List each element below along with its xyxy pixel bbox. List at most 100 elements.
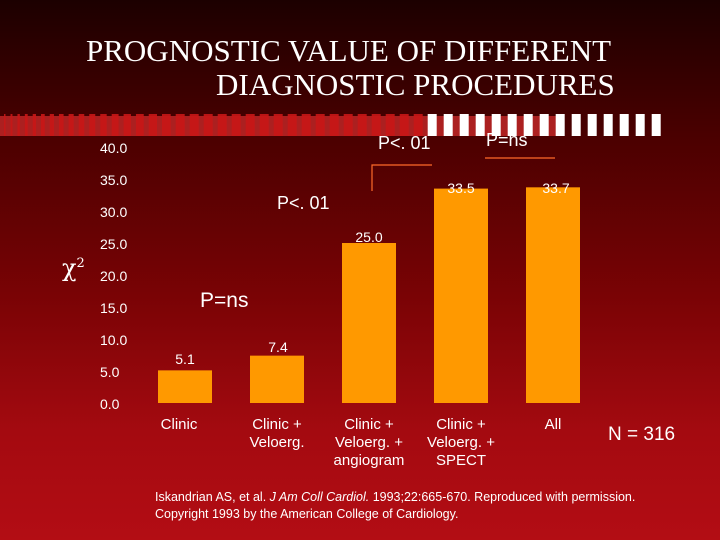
x-axis-labels: Clinic Clinic +Veloerg.Clinic +Veloerg. +… <box>161 416 562 469</box>
stripe-bar <box>385 114 395 136</box>
stripe-bar <box>17 114 20 136</box>
stripe-bar <box>491 114 501 136</box>
x-tick-label: angiogram <box>334 452 405 469</box>
y-axis-ticks: 0.0 5.0 10.0 15.0 20.0 25.0 30.0 35.0 40.0 <box>100 140 127 412</box>
stripe-bar <box>357 114 367 136</box>
stripe-bar <box>371 114 381 136</box>
stripe-bar <box>58 114 64 136</box>
stripe-bar <box>315 114 325 136</box>
stripe-bar <box>111 114 119 136</box>
bar <box>158 370 212 403</box>
citation-line-2: Copyright 1993 by the American College o… <box>155 507 459 521</box>
stripe-bar <box>651 114 661 136</box>
value-labels: 5.1 7.4 25.0 33.5 33.7 <box>175 180 570 367</box>
stripe-bar <box>273 114 283 136</box>
stripe-bar <box>41 114 45 136</box>
stripe-bar <box>231 114 241 136</box>
stripe-bar <box>217 114 227 136</box>
stripe-bar <box>475 114 485 136</box>
p-value-annotation: P<. 01 <box>378 133 431 153</box>
chi-symbol: χ <box>62 254 77 282</box>
citation-line-1: Iskandrian AS, et al. J Am Coll Cardiol.… <box>155 489 715 506</box>
bars <box>158 187 580 403</box>
stripe-bar <box>135 114 144 136</box>
stripe-bar <box>571 114 581 136</box>
stripe-bar <box>507 114 517 136</box>
stripe-bar <box>635 114 645 136</box>
stripe-bar <box>10 114 13 136</box>
title-line-2: DIAGNOSTIC PROCEDURES <box>216 67 615 102</box>
bracket-line <box>371 164 432 191</box>
bar <box>526 187 580 403</box>
stripe-bar <box>49 114 54 136</box>
stripe-bar <box>459 114 469 136</box>
y-tick-label: 30.0 <box>100 204 127 220</box>
x-tick-label: Clinic + <box>436 416 486 433</box>
x-tick-label: All <box>545 416 562 433</box>
value-label: 5.1 <box>175 351 195 367</box>
stripe-bar <box>245 114 255 136</box>
x-tick-label: Clinic + <box>344 416 394 433</box>
stripe-bar <box>162 114 171 136</box>
y-tick-label: 20.0 <box>100 268 127 284</box>
bar <box>342 243 396 403</box>
citation-prefix: Iskandrian AS, et al. <box>155 490 270 504</box>
title-line-1: PROGNOSTIC VALUE OF DIFFERENT <box>86 33 612 68</box>
stripe-bar <box>443 114 453 136</box>
y-tick-label: 15.0 <box>100 300 127 316</box>
stripe-bar <box>329 114 339 136</box>
stripe-bar <box>587 114 597 136</box>
p-value-annotation: P=ns <box>486 130 528 150</box>
citation-suffix: 1993;22:665-670. Reproduced with permiss… <box>369 490 636 504</box>
stripe-bar <box>555 114 565 136</box>
y-tick-label: 0.0 <box>100 396 120 412</box>
stripe-bar <box>287 114 297 136</box>
bar <box>434 188 488 403</box>
stripe-bar <box>619 114 629 136</box>
sample-size-label: N = 316 <box>608 424 676 445</box>
y-tick-label: 10.0 <box>100 332 127 348</box>
stripe-bar <box>123 114 131 136</box>
chi-superscript: 2 <box>76 256 85 271</box>
decorative-stripes <box>0 114 661 136</box>
x-tick-label: Clinic <box>161 416 198 433</box>
x-tick-label: SPECT <box>436 452 486 469</box>
stripe-bar <box>189 114 199 136</box>
significance-annotations: P=ns P<. 01 P<. 01 P=ns <box>200 130 555 312</box>
citation-journal: J Am Coll Cardiol. <box>269 490 370 504</box>
stripe-bar <box>523 114 533 136</box>
stripe-bar <box>343 114 353 136</box>
stripe-bar <box>4 114 6 136</box>
y-tick-label: 5.0 <box>100 364 120 380</box>
citation: Iskandrian AS, et al. J Am Coll Cardiol.… <box>155 489 715 523</box>
y-tick-label: 40.0 <box>100 140 127 156</box>
stripe-bar <box>259 114 269 136</box>
value-label: 33.7 <box>542 180 569 196</box>
p-value-annotation: P<. 01 <box>277 193 330 213</box>
stripe-bar <box>399 114 409 136</box>
stripe-bar <box>539 114 549 136</box>
stripe-bar <box>100 114 107 136</box>
stripe-bar <box>175 114 185 136</box>
stripe-bar <box>68 114 74 136</box>
stripe-bar <box>413 114 423 136</box>
stripe-bar <box>78 114 85 136</box>
stripe-bar <box>24 114 28 136</box>
value-label: 33.5 <box>447 180 474 196</box>
stripe-bar <box>32 114 36 136</box>
x-tick-label: Veloerg. + <box>427 434 495 451</box>
stripe-bar <box>603 114 613 136</box>
stripe-bar <box>89 114 96 136</box>
y-tick-label: 25.0 <box>100 236 127 252</box>
x-tick-label: Veloerg. + <box>335 434 403 451</box>
p-value-annotation: P=ns <box>200 289 248 312</box>
stripe-bar <box>148 114 157 136</box>
x-tick-label: Clinic + <box>252 416 302 433</box>
stripe-bar <box>427 114 437 136</box>
value-label: 25.0 <box>355 229 382 245</box>
y-axis-label: χ2 <box>62 254 85 282</box>
x-tick-label: Veloerg. <box>249 434 304 451</box>
bar <box>250 355 304 403</box>
stripe-bar <box>301 114 311 136</box>
